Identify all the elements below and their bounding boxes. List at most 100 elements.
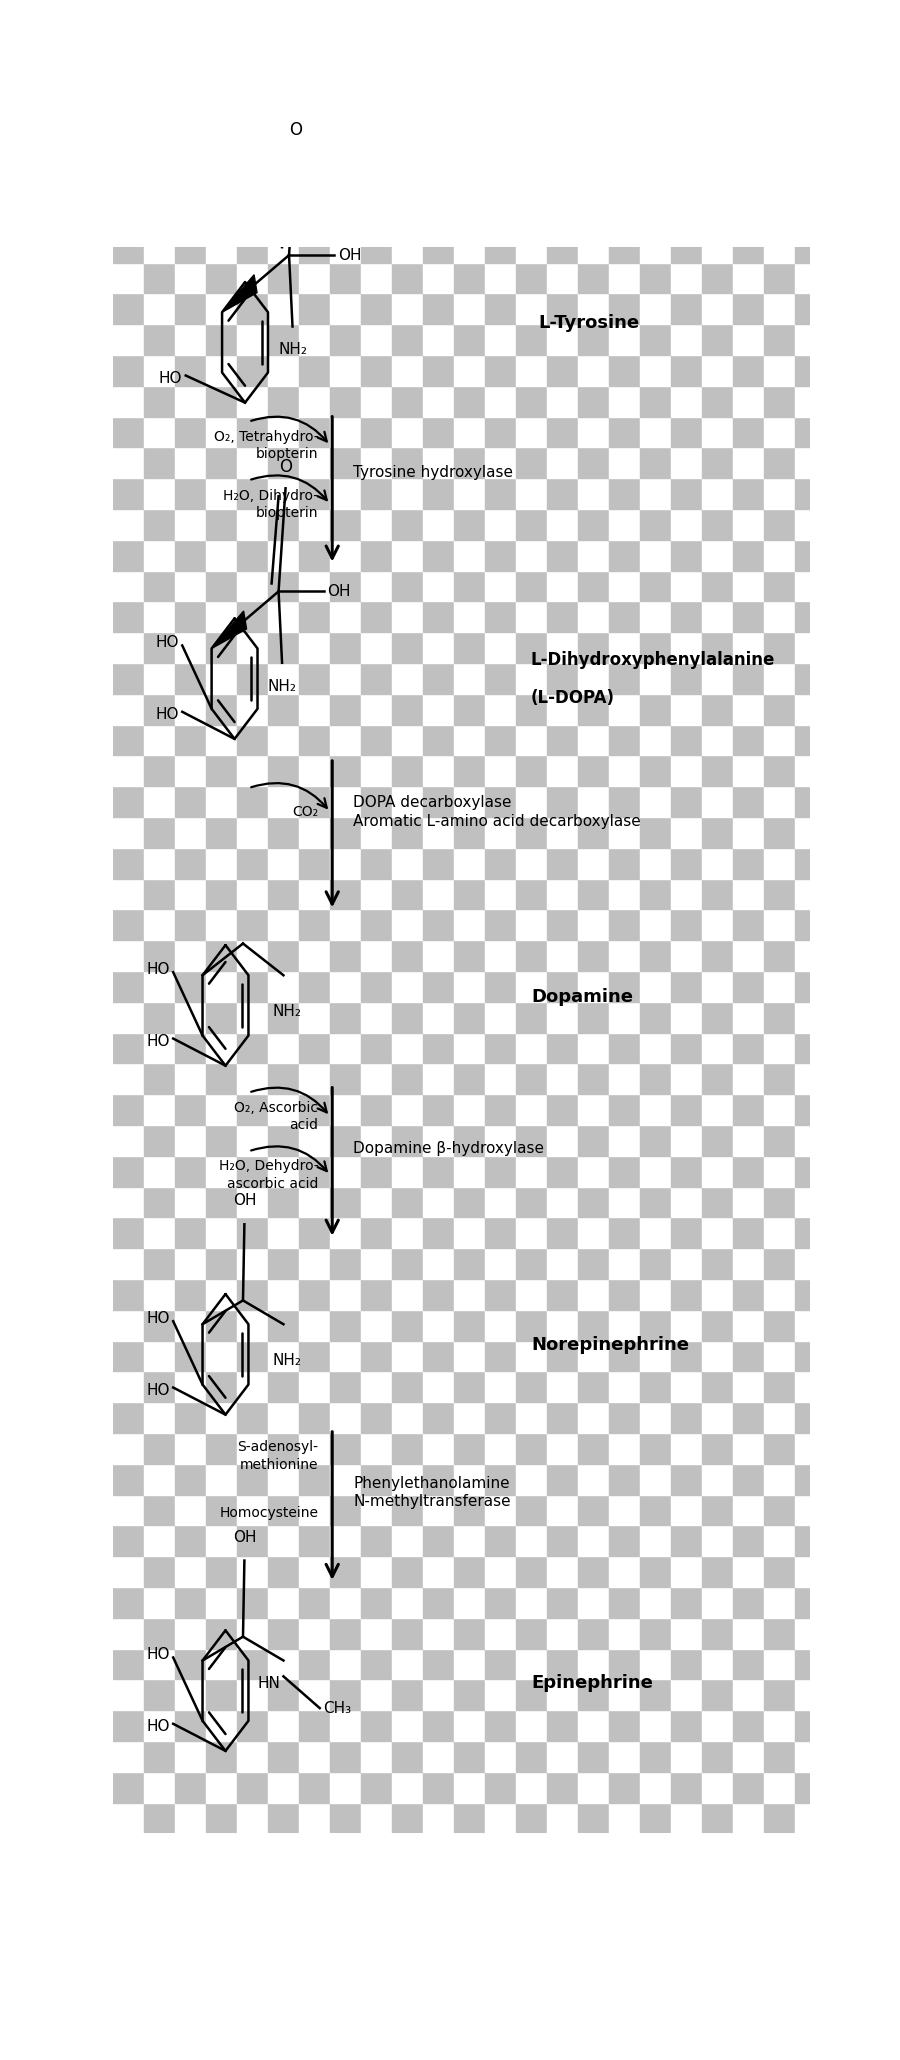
Text: S-adenosyl-
methionine: S-adenosyl- methionine bbox=[238, 1440, 319, 1471]
Bar bbox=[484, 1465, 516, 1496]
Bar bbox=[205, 1710, 237, 1741]
Bar bbox=[516, 571, 546, 602]
Bar bbox=[175, 1217, 205, 1248]
Bar bbox=[175, 447, 205, 478]
Bar bbox=[701, 1032, 733, 1063]
Bar bbox=[237, 1341, 267, 1372]
Bar bbox=[701, 1679, 733, 1710]
Bar bbox=[205, 1279, 237, 1310]
Bar bbox=[392, 880, 422, 908]
Text: O: O bbox=[279, 457, 292, 476]
Bar bbox=[454, 1063, 484, 1094]
Bar bbox=[422, 1772, 454, 1802]
Bar bbox=[454, 1279, 484, 1310]
Bar bbox=[546, 478, 578, 509]
Bar bbox=[392, 1279, 422, 1310]
Bar bbox=[484, 1524, 516, 1555]
Bar bbox=[516, 787, 546, 818]
Bar bbox=[670, 1710, 701, 1741]
Bar bbox=[392, 1310, 422, 1341]
Bar bbox=[640, 385, 670, 416]
Bar bbox=[578, 1434, 608, 1465]
Bar bbox=[484, 1555, 516, 1586]
Bar bbox=[454, 1648, 484, 1679]
Bar bbox=[299, 849, 329, 880]
Bar bbox=[795, 1032, 825, 1063]
Bar bbox=[454, 509, 484, 540]
Bar bbox=[361, 571, 392, 602]
Bar bbox=[701, 447, 733, 478]
Bar bbox=[329, 293, 361, 323]
Bar bbox=[670, 1496, 701, 1524]
Bar bbox=[422, 725, 454, 756]
Bar bbox=[299, 880, 329, 908]
Bar bbox=[299, 1310, 329, 1341]
Bar bbox=[361, 787, 392, 818]
Bar bbox=[825, 787, 857, 818]
Bar bbox=[484, 1617, 516, 1648]
Bar bbox=[361, 1679, 392, 1710]
Bar bbox=[267, 1125, 299, 1156]
Bar bbox=[516, 1802, 546, 1833]
Bar bbox=[454, 1001, 484, 1032]
Bar bbox=[763, 1279, 795, 1310]
Bar bbox=[763, 1001, 795, 1032]
Bar bbox=[329, 1617, 361, 1648]
Bar bbox=[237, 849, 267, 880]
Bar bbox=[299, 1772, 329, 1802]
Bar bbox=[733, 1403, 763, 1434]
Bar bbox=[361, 1310, 392, 1341]
Bar bbox=[670, 725, 701, 756]
Bar bbox=[175, 939, 205, 970]
Bar bbox=[361, 1372, 392, 1403]
Bar bbox=[112, 416, 143, 447]
Bar bbox=[825, 1586, 857, 1617]
Bar bbox=[237, 509, 267, 540]
Bar bbox=[454, 354, 484, 385]
Bar bbox=[701, 323, 733, 354]
Bar bbox=[825, 1310, 857, 1341]
Bar bbox=[484, 293, 516, 323]
Bar bbox=[454, 1187, 484, 1217]
Bar bbox=[143, 970, 175, 1001]
Bar bbox=[299, 1496, 329, 1524]
Bar bbox=[112, 509, 143, 540]
Text: HO: HO bbox=[156, 707, 179, 723]
Bar bbox=[422, 1465, 454, 1496]
Bar bbox=[825, 725, 857, 756]
Bar bbox=[237, 1802, 267, 1833]
Bar bbox=[546, 1187, 578, 1217]
Bar bbox=[329, 970, 361, 1001]
Bar bbox=[267, 1617, 299, 1648]
Bar bbox=[825, 1279, 857, 1310]
Bar bbox=[578, 1279, 608, 1310]
Bar bbox=[608, 1555, 640, 1586]
Bar bbox=[454, 1524, 484, 1555]
Bar bbox=[267, 1217, 299, 1248]
Bar bbox=[205, 202, 237, 233]
Bar bbox=[733, 818, 763, 849]
Bar bbox=[484, 323, 516, 354]
Bar bbox=[608, 1001, 640, 1032]
Bar bbox=[361, 1341, 392, 1372]
Bar bbox=[175, 663, 205, 694]
Bar bbox=[763, 1617, 795, 1648]
Text: (L-DOPA): (L-DOPA) bbox=[531, 688, 615, 707]
Bar bbox=[701, 1465, 733, 1496]
Bar bbox=[454, 880, 484, 908]
Bar bbox=[795, 602, 825, 632]
Bar bbox=[516, 509, 546, 540]
Bar bbox=[795, 385, 825, 416]
Bar bbox=[578, 725, 608, 756]
Bar bbox=[484, 818, 516, 849]
Bar bbox=[825, 323, 857, 354]
Bar bbox=[701, 880, 733, 908]
Bar bbox=[267, 756, 299, 787]
Bar bbox=[670, 632, 701, 663]
Bar bbox=[608, 1710, 640, 1741]
Text: H₂O, Dehydro-
ascorbic acid: H₂O, Dehydro- ascorbic acid bbox=[219, 1160, 319, 1191]
Bar bbox=[670, 1341, 701, 1372]
Text: NH₂: NH₂ bbox=[273, 1353, 302, 1368]
Bar bbox=[546, 1679, 578, 1710]
Bar bbox=[670, 1555, 701, 1586]
